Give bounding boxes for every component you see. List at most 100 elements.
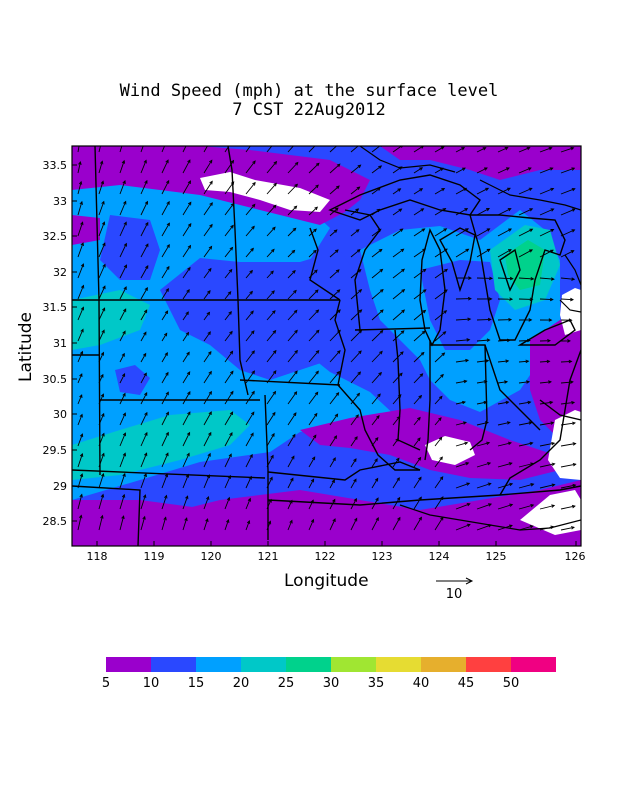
- wind-vector: [539, 249, 554, 258]
- wind-vector-head: [205, 495, 210, 500]
- wind-vector: [455, 380, 467, 384]
- wind-vector: [98, 453, 105, 468]
- wind-vector: [476, 187, 489, 195]
- wind-vector: [434, 374, 444, 384]
- wind-vector-head: [227, 291, 232, 295]
- wind-vector: [371, 249, 383, 258]
- wind-vector-head: [355, 208, 360, 212]
- wind-vector-head: [550, 525, 555, 529]
- wind-vector: [203, 202, 213, 216]
- wind-vector: [329, 163, 341, 174]
- wind-vector-head: [399, 228, 404, 232]
- wind-vector-head: [375, 497, 379, 502]
- wind-vector-head: [294, 183, 298, 188]
- wind-vector: [539, 381, 552, 384]
- wind-vector: [98, 374, 104, 384]
- wind-vector: [434, 146, 445, 153]
- wind-vector-head: [79, 433, 84, 438]
- wind-vector-head: [419, 167, 424, 171]
- wind-vector: [266, 521, 271, 531]
- wind-vector: [161, 333, 168, 342]
- wind-vector-head: [336, 370, 341, 375]
- wind-vector: [287, 270, 296, 279]
- wind-vector: [224, 311, 232, 321]
- colorbar-swatch: [511, 657, 556, 672]
- wind-vector-head: [486, 208, 490, 212]
- wind-vector: [371, 187, 381, 195]
- wind-vector-head: [530, 483, 535, 487]
- wind-vector-head: [228, 268, 233, 273]
- wind-vector-head: [417, 456, 422, 461]
- wind-vector: [182, 267, 191, 279]
- wind-vector: [350, 414, 359, 426]
- wind-vector: [413, 437, 421, 447]
- wind-vector: [308, 456, 316, 468]
- wind-vector: [434, 417, 442, 426]
- wind-vector-head: [530, 277, 535, 281]
- wind-vector-head: [208, 159, 213, 164]
- wind-vector-head: [186, 431, 191, 436]
- wind-vector-head: [336, 163, 341, 168]
- wind-vector: [539, 505, 555, 510]
- wind-vector: [182, 223, 192, 237]
- colorbar-swatch: [421, 657, 466, 672]
- wind-vector-head: [527, 400, 532, 405]
- wind-vector-head: [230, 202, 235, 207]
- wind-vector: [371, 372, 382, 384]
- wind-vector: [476, 147, 486, 153]
- wind-vector-head: [506, 187, 511, 191]
- wind-vector: [455, 339, 470, 342]
- wind-vector-head: [249, 453, 253, 458]
- wind-vector: [224, 181, 235, 195]
- wind-vector-head: [272, 349, 277, 354]
- wind-vector: [77, 373, 83, 384]
- wind-vector: [329, 350, 341, 363]
- wind-vector-head: [267, 520, 272, 525]
- wind-vector: [245, 520, 250, 531]
- wind-vector-head: [144, 392, 148, 396]
- wind-vector-head: [488, 503, 493, 507]
- wind-vector: [203, 224, 213, 237]
- wind-vector: [140, 432, 148, 447]
- wind-vector: [518, 208, 533, 216]
- wind-vector: [350, 289, 362, 300]
- wind-vector: [413, 373, 423, 384]
- wind-vector: [224, 519, 229, 531]
- wind-vector-head: [310, 518, 315, 523]
- field-5-10-canada: [380, 146, 581, 180]
- wind-vector-head: [272, 204, 277, 209]
- wind-vector-head: [527, 338, 531, 343]
- wind-vector-head: [101, 432, 105, 437]
- wind-vector-head: [313, 228, 317, 233]
- wind-vector: [413, 208, 424, 216]
- wind-vector-head: [551, 441, 556, 446]
- wind-vector-head: [334, 207, 339, 212]
- wind-vector: [497, 249, 512, 258]
- wind-vector-head: [399, 372, 403, 377]
- wind-vector: [560, 463, 576, 468]
- wind-vector: [182, 474, 189, 489]
- wind-vector-head: [206, 474, 211, 479]
- x-tick-label: 124: [429, 550, 450, 563]
- wind-vector: [392, 268, 405, 279]
- wind-vector-head: [294, 329, 298, 334]
- wind-vector: [392, 372, 403, 384]
- wind-vector: [182, 245, 191, 258]
- wind-vector: [245, 454, 253, 468]
- wind-vector: [413, 517, 422, 531]
- colorbar-swatch: [376, 657, 421, 672]
- wind-vector: [266, 433, 275, 447]
- wind-vector: [350, 371, 361, 384]
- wind-vector: [455, 421, 467, 426]
- y-tick-label: 30: [53, 408, 67, 421]
- wind-vector: [308, 392, 319, 405]
- wind-vector-head: [79, 373, 83, 378]
- wind-vector: [371, 393, 381, 405]
- wind-vector: [350, 186, 360, 195]
- wind-vector: [308, 250, 317, 258]
- wind-vector: [560, 277, 575, 280]
- wind-vector-head: [122, 392, 126, 397]
- wind-vector: [476, 524, 492, 531]
- wind-vector-head: [400, 248, 405, 253]
